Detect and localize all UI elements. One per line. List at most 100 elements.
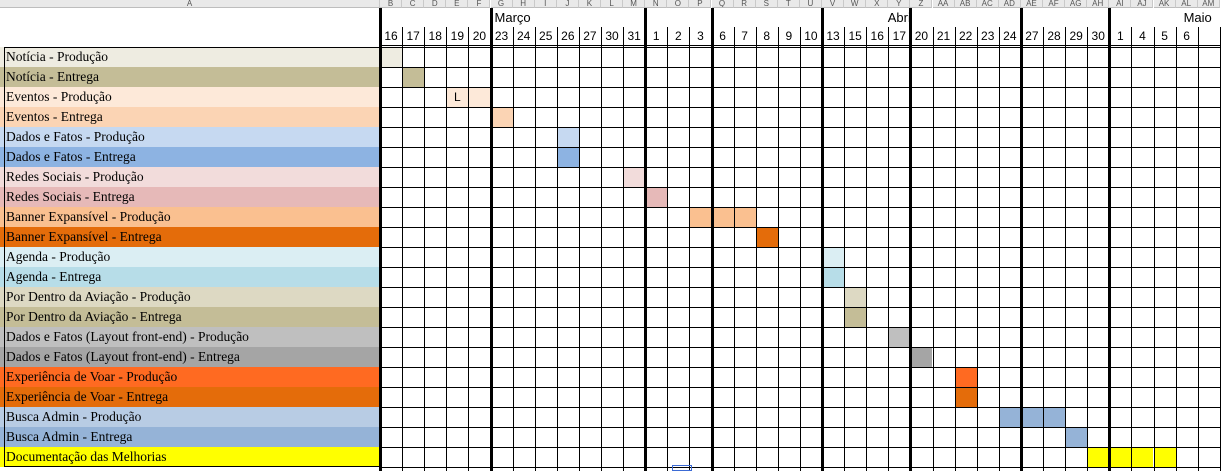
schedule-cell-filled[interactable] bbox=[490, 107, 513, 127]
column-header[interactable]: AI bbox=[1109, 0, 1132, 8]
column-header[interactable]: B bbox=[380, 0, 403, 8]
schedule-cell-filled[interactable] bbox=[733, 207, 756, 227]
column-header-a[interactable]: A bbox=[0, 0, 380, 8]
column-header[interactable]: AH bbox=[1087, 0, 1110, 8]
schedule-cell-filled[interactable] bbox=[1109, 447, 1132, 467]
column-header[interactable]: H bbox=[512, 0, 535, 8]
task-label[interactable]: Documentação das Melhorias bbox=[0, 447, 380, 467]
task-label[interactable]: Banner Expansível - Produção bbox=[0, 207, 380, 227]
grid-column-line bbox=[601, 27, 602, 471]
schedule-cell-filled[interactable] bbox=[711, 207, 734, 227]
column-header[interactable]: T bbox=[777, 0, 800, 8]
task-label[interactable]: Banner Expansível - Entrega bbox=[0, 227, 380, 247]
task-label[interactable]: Por Dentro da Aviação - Produção bbox=[0, 287, 380, 307]
column-header[interactable]: AL bbox=[1175, 0, 1198, 8]
task-label[interactable]: Dados e Fatos - Produção bbox=[0, 127, 380, 147]
task-label[interactable]: Busca Admin - Produção bbox=[0, 407, 380, 427]
task-label[interactable]: Agenda - Entrega bbox=[0, 267, 380, 287]
column-header[interactable]: W bbox=[844, 0, 867, 8]
grid-column-line bbox=[799, 27, 801, 471]
schedule-cell-filled[interactable] bbox=[1043, 407, 1066, 427]
task-label[interactable]: Eventos - Entrega bbox=[0, 107, 380, 127]
column-header[interactable]: O bbox=[667, 0, 690, 8]
schedule-cell-filled[interactable] bbox=[844, 307, 867, 327]
schedule-cell-filled[interactable] bbox=[1087, 447, 1110, 467]
schedule-cell-filled[interactable] bbox=[844, 287, 867, 307]
column-header[interactable]: U bbox=[799, 0, 822, 8]
task-label[interactable]: Agenda - Produção bbox=[0, 247, 380, 267]
schedule-cell-filled[interactable] bbox=[998, 407, 1021, 427]
column-header[interactable]: Z bbox=[910, 0, 933, 8]
task-label[interactable]: Dados e Fatos (Layout front-end) - Produ… bbox=[0, 327, 380, 347]
column-header[interactable]: S bbox=[755, 0, 778, 8]
column-header[interactable]: K bbox=[578, 0, 601, 8]
day-number: 27 bbox=[1025, 29, 1039, 43]
schedule-cell-filled[interactable] bbox=[623, 167, 646, 187]
schedule-cell-filled[interactable] bbox=[556, 147, 579, 167]
column-header[interactable]: AC bbox=[976, 0, 999, 8]
column-header[interactable]: Y bbox=[888, 0, 911, 8]
schedule-cell-filled[interactable] bbox=[446, 87, 469, 107]
week-separator bbox=[489, 8, 493, 471]
schedule-cell-filled[interactable] bbox=[1020, 407, 1043, 427]
column-header[interactable]: P bbox=[689, 0, 712, 8]
schedule-cell-filled[interactable] bbox=[468, 87, 491, 107]
day-number: 1 bbox=[1117, 29, 1124, 43]
schedule-cell-filled[interactable] bbox=[822, 247, 845, 267]
schedule-cell-filled[interactable] bbox=[954, 387, 977, 407]
column-header[interactable]: AJ bbox=[1131, 0, 1154, 8]
column-header[interactable]: N bbox=[645, 0, 668, 8]
task-label[interactable]: Eventos - Produção bbox=[0, 87, 380, 107]
column-header[interactable]: AB bbox=[954, 0, 977, 8]
day-number: 23 bbox=[494, 29, 509, 43]
schedule-cell-filled[interactable] bbox=[1153, 447, 1176, 467]
schedule-cell-filled[interactable] bbox=[380, 47, 403, 67]
column-header[interactable]: C bbox=[402, 0, 425, 8]
schedule-cell-filled[interactable] bbox=[689, 207, 712, 227]
column-header[interactable]: G bbox=[490, 0, 513, 8]
column-header[interactable]: E bbox=[446, 0, 469, 8]
schedule-cell-filled[interactable] bbox=[755, 227, 778, 247]
column-header[interactable]: Q bbox=[711, 0, 734, 8]
task-label[interactable]: Por Dentro da Aviação - Entrega bbox=[0, 307, 380, 327]
active-cell-indicator[interactable] bbox=[671, 465, 692, 471]
column-header[interactable]: L bbox=[601, 0, 624, 8]
schedule-cell-filled[interactable] bbox=[822, 267, 845, 287]
task-label[interactable]: Busca Admin - Entrega bbox=[0, 427, 380, 447]
column-header[interactable]: V bbox=[822, 0, 845, 8]
task-label[interactable]: Redes Sociais - Produção bbox=[0, 167, 380, 187]
schedule-cell-filled[interactable] bbox=[910, 347, 933, 367]
day-number: 20 bbox=[472, 29, 487, 43]
column-header[interactable]: AM bbox=[1197, 0, 1220, 8]
column-header[interactable]: AF bbox=[1043, 0, 1066, 8]
schedule-cell-filled[interactable] bbox=[1065, 427, 1088, 447]
schedule-cell-filled[interactable] bbox=[888, 327, 911, 347]
schedule-cell-filled[interactable] bbox=[645, 187, 668, 207]
column-header[interactable]: AD bbox=[998, 0, 1021, 8]
column-header[interactable]: R bbox=[733, 0, 756, 8]
column-header[interactable]: AK bbox=[1153, 0, 1176, 8]
day-number: 6 bbox=[1183, 29, 1190, 43]
task-label[interactable]: Notícia - Produção bbox=[0, 47, 380, 67]
task-label[interactable]: Dados e Fatos (Layout front-end) - Entre… bbox=[0, 347, 380, 367]
task-label[interactable]: Redes Sociais - Entrega bbox=[0, 187, 380, 207]
week-separator bbox=[1108, 8, 1112, 471]
column-header[interactable]: AA bbox=[932, 0, 955, 8]
column-header[interactable]: F bbox=[468, 0, 491, 8]
column-header[interactable]: M bbox=[623, 0, 646, 8]
column-header[interactable]: J bbox=[556, 0, 579, 8]
schedule-cell-filled[interactable] bbox=[402, 67, 425, 87]
task-label[interactable]: Experiência de Voar - Produção bbox=[0, 367, 380, 387]
column-header[interactable]: D bbox=[424, 0, 447, 8]
schedule-cell-filled[interactable] bbox=[1131, 447, 1154, 467]
task-label[interactable]: Experiência de Voar - Entrega bbox=[0, 387, 380, 407]
column-header[interactable]: AG bbox=[1065, 0, 1088, 8]
column-header[interactable]: AE bbox=[1020, 0, 1043, 8]
schedule-cell-filled[interactable] bbox=[556, 127, 579, 147]
task-label[interactable]: Notícia - Entrega bbox=[0, 67, 380, 87]
task-label[interactable]: Dados e Fatos - Entrega bbox=[0, 147, 380, 167]
schedule-cell-filled[interactable] bbox=[954, 367, 977, 387]
day-number: 30 bbox=[1091, 29, 1105, 43]
column-header[interactable]: X bbox=[866, 0, 889, 8]
column-header[interactable]: I bbox=[534, 0, 557, 8]
